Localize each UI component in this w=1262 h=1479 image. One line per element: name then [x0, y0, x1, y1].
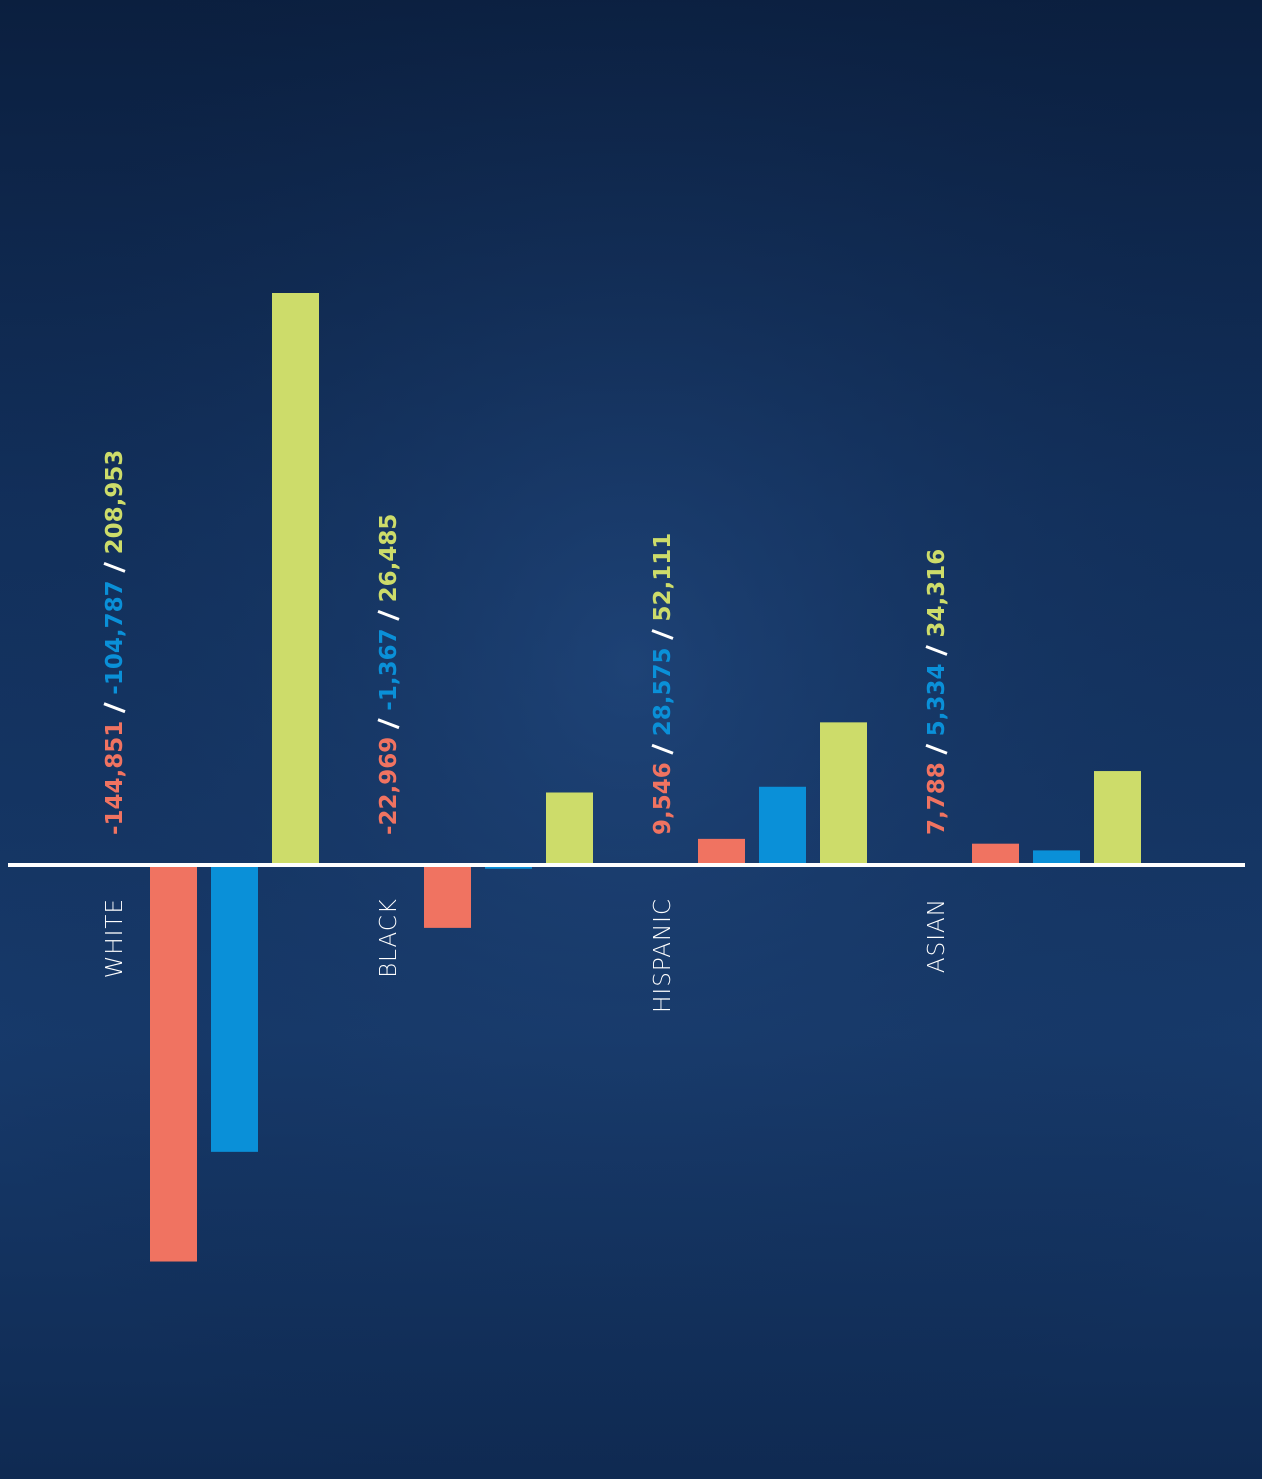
value-label: -22,969: [376, 737, 402, 835]
bar: [1094, 771, 1141, 865]
separator: [651, 629, 674, 640]
category-label: WHITE: [102, 898, 128, 978]
value-label: -144,851: [102, 721, 128, 835]
separator: [925, 743, 948, 755]
value-label-group: -144,851 -104,787 208,953: [102, 450, 128, 835]
separator: [651, 743, 674, 755]
category-label: BLACK: [376, 898, 402, 978]
bar: [972, 843, 1019, 865]
bar: [211, 865, 258, 1152]
bar: [698, 838, 745, 865]
value-label: 28,575: [650, 647, 676, 736]
plot: WHITE -144,851 -104,787 208,953 BLACK -22,969…: [102, 293, 1141, 1262]
bar: [820, 722, 867, 865]
value-label: 52,111: [650, 533, 676, 622]
separator: [925, 645, 948, 656]
value-label: 9,546: [650, 762, 676, 835]
value-label: 5,334: [924, 663, 950, 736]
bar: [1033, 850, 1080, 865]
category-label-group: WHITE: [102, 898, 128, 978]
separator: [103, 561, 126, 573]
separator: [103, 702, 126, 714]
bar: [150, 865, 197, 1262]
value-label: 208,953: [102, 450, 128, 555]
value-label: 34,316: [924, 549, 950, 638]
bar: [759, 786, 806, 865]
category-label-group: HISPANIC: [650, 898, 676, 1013]
value-label: -1,367: [376, 628, 402, 710]
category-label-group: BLACK: [376, 898, 402, 978]
value-label-group: -22,969 -1,367 26,485: [376, 514, 402, 835]
separator: [377, 718, 400, 730]
category-label: HISPANIC: [650, 898, 676, 1013]
value-label-group: 9,546 28,575 52,111: [650, 533, 676, 835]
value-label: -104,787: [102, 580, 128, 694]
separator: [377, 609, 400, 621]
bar: [272, 293, 319, 865]
category-label-group: ASIAN: [924, 898, 950, 973]
category-label: ASIAN: [924, 898, 950, 973]
value-label-group: 7,788 5,334 34,316: [924, 549, 950, 835]
bar: [424, 865, 471, 928]
value-label: 7,788: [924, 762, 950, 835]
bar: [546, 792, 593, 865]
value-label: 26,485: [376, 514, 402, 603]
